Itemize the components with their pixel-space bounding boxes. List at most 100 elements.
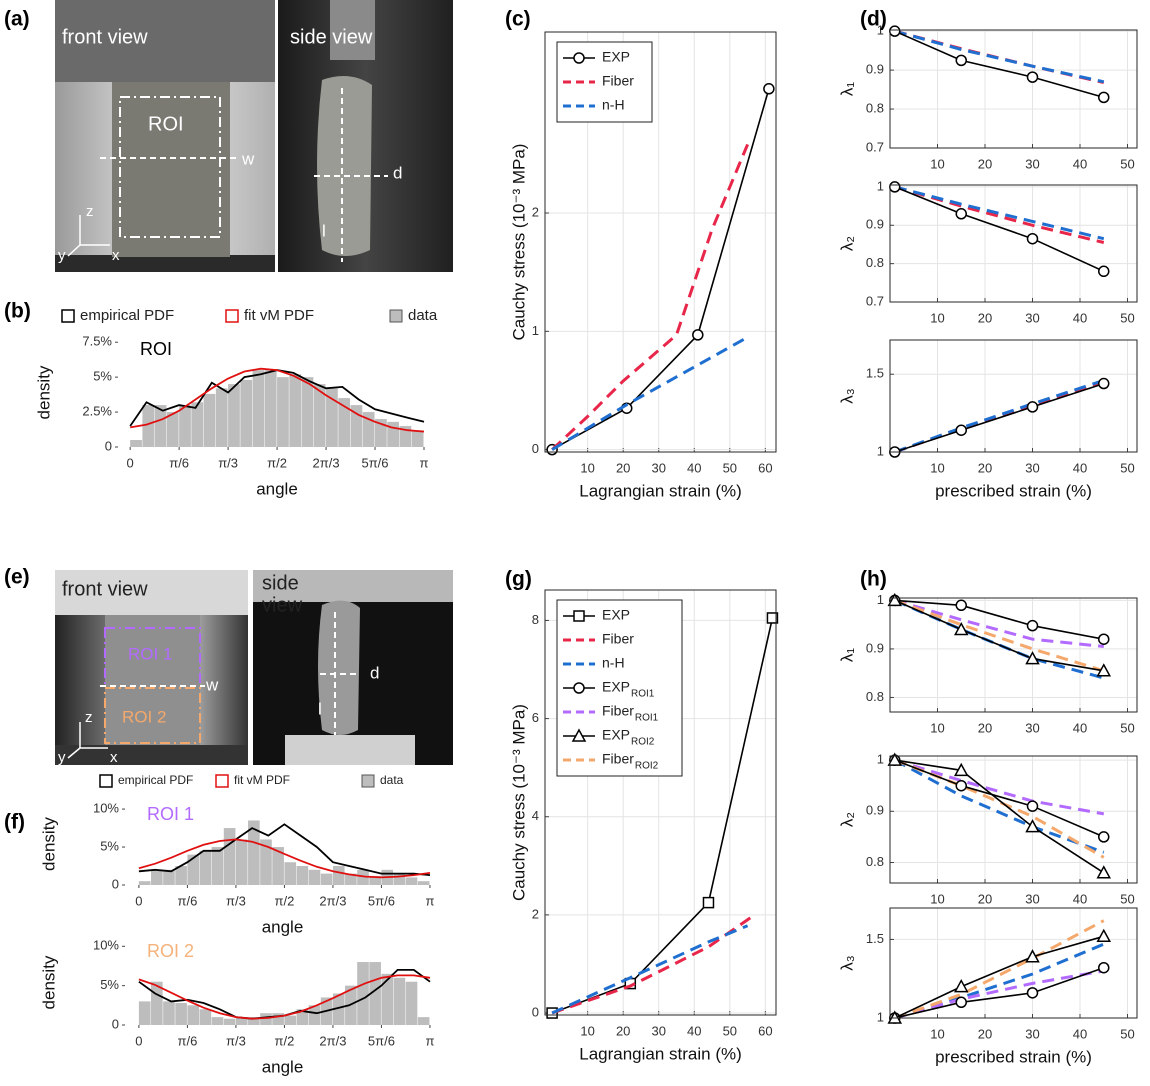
axis-label: y bbox=[58, 247, 66, 264]
legend-label: fit vM PDF bbox=[244, 307, 314, 324]
panel-label: (f) bbox=[4, 811, 25, 834]
roi-label: ROI 1 bbox=[128, 644, 172, 663]
x-tick-label: 20 bbox=[616, 1023, 630, 1038]
y-tick-label: 0.8 bbox=[866, 689, 884, 704]
x-tick-label: 50 bbox=[1120, 156, 1134, 171]
series-line bbox=[894, 29, 1105, 84]
bar bbox=[296, 866, 309, 885]
photo-label: side bbox=[262, 572, 299, 594]
y-tick-label: 1 bbox=[877, 752, 884, 767]
panel-label: (b) bbox=[4, 300, 31, 323]
bar bbox=[175, 1002, 187, 1025]
y-tick-label: 0.9 bbox=[866, 62, 884, 77]
bar bbox=[375, 419, 387, 447]
y-tick-label: 8 bbox=[532, 612, 539, 627]
x-tick-label: 40 bbox=[1073, 720, 1087, 735]
bar bbox=[338, 398, 351, 447]
series-line bbox=[894, 382, 1105, 453]
marker bbox=[692, 329, 704, 341]
series-line bbox=[894, 969, 1105, 1020]
bar bbox=[393, 977, 406, 1025]
panel-label: (a) bbox=[4, 8, 30, 31]
x-axis-label: angle bbox=[262, 1057, 304, 1076]
bar bbox=[151, 981, 163, 1025]
legend-subscript: ROI2 bbox=[631, 737, 655, 748]
bar bbox=[163, 1001, 175, 1025]
panel-label: (e) bbox=[4, 566, 30, 589]
marker bbox=[955, 599, 967, 612]
x-tick-label: 5π/6 bbox=[361, 455, 388, 470]
series-line bbox=[894, 758, 1105, 854]
legend-label: EXP bbox=[602, 49, 630, 65]
dim-label: l bbox=[322, 221, 326, 240]
y-axis-label: λ₃ bbox=[837, 955, 856, 970]
series-line bbox=[894, 919, 1105, 1020]
bar bbox=[357, 869, 369, 885]
bar bbox=[332, 993, 345, 1025]
dim-label: l bbox=[318, 699, 322, 718]
roi-label: ROI 1 bbox=[147, 804, 194, 824]
bar bbox=[235, 839, 248, 885]
legend-label: empirical PDF bbox=[80, 307, 174, 324]
marker bbox=[1098, 91, 1110, 104]
y-axis-label: λ₁ bbox=[837, 82, 856, 97]
marker bbox=[1098, 633, 1110, 645]
x-tick-label: 2π/3 bbox=[319, 1033, 346, 1048]
panel-label: (d) bbox=[860, 8, 887, 31]
x-tick-label: 0 bbox=[127, 455, 134, 470]
x-tick-label: π/6 bbox=[178, 1033, 198, 1048]
bar bbox=[166, 412, 179, 447]
marker bbox=[1026, 800, 1039, 812]
legend-subscript: ROI1 bbox=[631, 689, 655, 700]
marker bbox=[766, 612, 779, 624]
bar bbox=[175, 866, 187, 885]
series-line bbox=[894, 599, 1104, 640]
series-line bbox=[894, 966, 1105, 1019]
x-tick-label: 20 bbox=[978, 460, 992, 475]
x-tick-label: 40 bbox=[1073, 1026, 1087, 1041]
x-tick-label: 50 bbox=[1120, 720, 1134, 735]
marker bbox=[955, 424, 967, 436]
x-tick-label: 10 bbox=[930, 310, 944, 325]
x-tick-label: π/3 bbox=[226, 893, 246, 908]
bar bbox=[296, 1009, 309, 1025]
series-line bbox=[894, 185, 1105, 241]
y-axis-label: λ₁ bbox=[837, 648, 856, 663]
grip bbox=[55, 0, 275, 82]
bar bbox=[320, 873, 333, 885]
x-tick-label: 50 bbox=[1120, 460, 1134, 475]
legend-subscript: ROI1 bbox=[635, 713, 659, 724]
series-line bbox=[894, 185, 1105, 244]
series-line bbox=[894, 935, 1105, 1019]
x-axis-label: angle bbox=[262, 917, 304, 936]
marker bbox=[889, 25, 901, 37]
bar bbox=[289, 374, 302, 447]
bar bbox=[417, 1017, 430, 1025]
grip bbox=[285, 735, 415, 765]
x-tick-label: π bbox=[419, 455, 428, 470]
plot-area bbox=[890, 340, 1137, 452]
dim-label: d bbox=[393, 163, 402, 182]
roi-label: ROI 2 bbox=[147, 941, 194, 961]
bar bbox=[393, 873, 406, 885]
x-tick-label: 40 bbox=[1073, 460, 1087, 475]
series-line bbox=[551, 924, 749, 1015]
x-tick-label: π/2 bbox=[275, 893, 295, 908]
bar bbox=[235, 1017, 248, 1025]
panel-label: (g) bbox=[505, 568, 532, 591]
bar bbox=[405, 981, 418, 1025]
legend-label: Fiber bbox=[602, 703, 634, 719]
bar bbox=[277, 377, 289, 447]
series-line bbox=[894, 186, 1105, 273]
y-tick-label: 1.5 bbox=[866, 931, 884, 946]
bar bbox=[381, 973, 394, 1025]
y-tick-label: 0 bbox=[532, 441, 539, 456]
marker bbox=[1098, 961, 1110, 974]
axis-label: z bbox=[85, 709, 93, 726]
plot-frame bbox=[889, 755, 1138, 884]
x-tick-label: 50 bbox=[1120, 1026, 1134, 1041]
series-line bbox=[551, 335, 749, 451]
plot-frame bbox=[544, 589, 777, 1016]
axis-label: z bbox=[86, 203, 94, 220]
